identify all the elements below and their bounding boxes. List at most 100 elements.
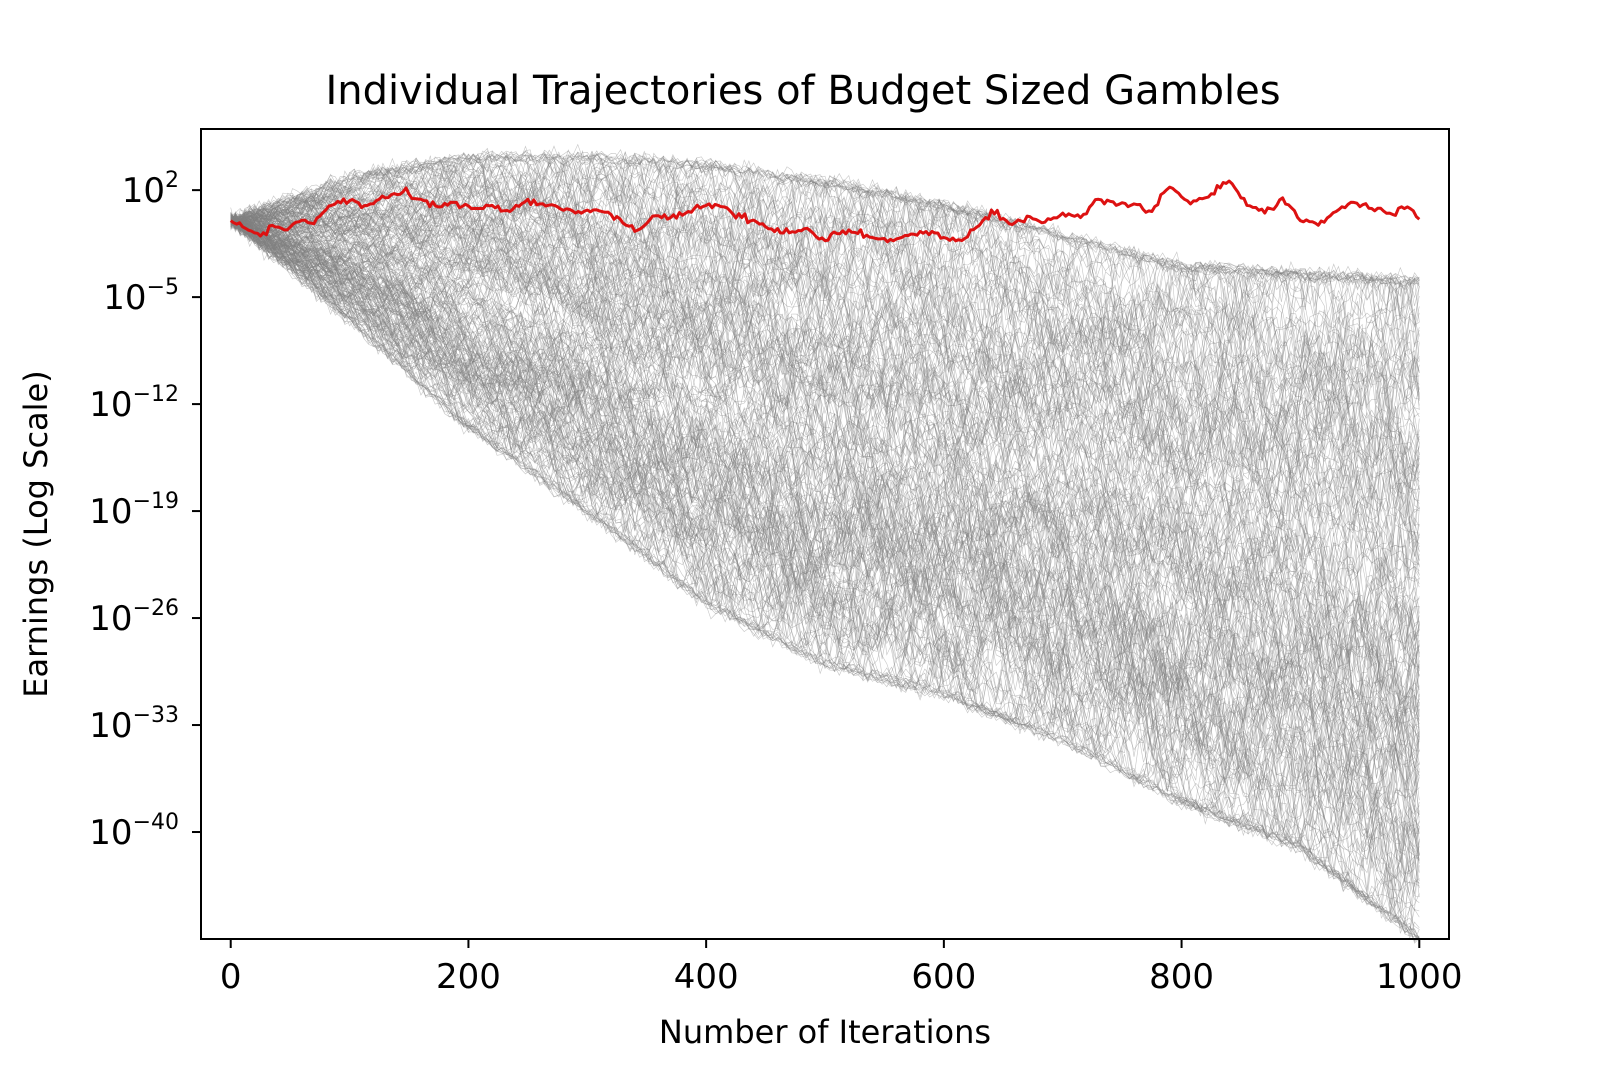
- trajectory-line: [230, 174, 1420, 509]
- trajectory-line: [230, 153, 1420, 384]
- trajectory-line: [230, 190, 1420, 451]
- trajectory-line: [230, 222, 1420, 892]
- trajectory-line: [230, 203, 1420, 487]
- trajectory-line: [230, 218, 1420, 797]
- trajectory-line: [230, 219, 1420, 860]
- trajectory-line: [230, 214, 1420, 602]
- trajectory-line: [230, 217, 1420, 746]
- trajectory-line: [230, 220, 1420, 845]
- trajectory-line: [230, 219, 1420, 777]
- y-tick-base: 10: [122, 171, 165, 211]
- trajectory-line: [230, 223, 1420, 878]
- trajectory-line: [230, 218, 1420, 713]
- trajectory-line: [230, 156, 1420, 402]
- trajectory-line: [230, 220, 1420, 647]
- trajectory-line: [230, 214, 1420, 937]
- trajectory-line: [230, 216, 1420, 571]
- plot-area: [229, 143, 1421, 944]
- trajectory-line: [230, 216, 1420, 671]
- trajectory-line: [230, 217, 1420, 891]
- trajectory-line: [230, 150, 1420, 378]
- trajectory-line: [230, 172, 1420, 494]
- y-tick-base: 10: [89, 385, 132, 425]
- trajectory-line: [230, 185, 1420, 471]
- trajectory-line: [230, 205, 1420, 540]
- trajectory-line: [230, 153, 1420, 314]
- trajectory-line: [230, 156, 1420, 468]
- trajectory-line: [230, 218, 1420, 700]
- trajectory-line: [230, 216, 1420, 884]
- trajectory-line: [230, 220, 1420, 942]
- x-tick-label: 200: [436, 957, 501, 997]
- trajectory-line: [230, 149, 1420, 394]
- trajectory-line: [230, 171, 1420, 512]
- trajectory-line: [230, 174, 1420, 454]
- trajectory-line: [230, 218, 1420, 711]
- trajectory-line: [230, 219, 1420, 773]
- trajectory-line: [230, 218, 1420, 808]
- trajectory-line: [230, 218, 1420, 895]
- trajectory-line: [230, 152, 1420, 392]
- trajectory-line: [230, 221, 1420, 863]
- trajectory-line: [230, 219, 1420, 847]
- trajectory-line: [230, 214, 1420, 623]
- trajectory-line: [230, 218, 1420, 658]
- trajectory-line: [230, 217, 1420, 821]
- trajectory-line: [230, 218, 1420, 768]
- trajectory-line: [230, 214, 1420, 557]
- trajectory-line: [230, 213, 1420, 939]
- trajectory-line: [230, 155, 1420, 482]
- trajectory-line: [230, 218, 1420, 867]
- trajectory-line: [230, 168, 1420, 490]
- trajectory-line: [230, 207, 1420, 940]
- trajectory-line: [230, 153, 1420, 389]
- trajectory-line: [230, 149, 1420, 455]
- trajectory-line: [230, 149, 1420, 354]
- trajectory-line: [230, 215, 1420, 688]
- trajectory-line: [230, 150, 1420, 400]
- trajectory-line: [230, 220, 1420, 767]
- y-tick-label: 10−12: [89, 382, 179, 425]
- trajectory-line: [230, 221, 1420, 701]
- trajectory-line: [230, 218, 1420, 628]
- trajectory-line: [230, 175, 1420, 444]
- trajectory-line: [230, 221, 1420, 709]
- trajectory-line: [230, 219, 1420, 768]
- trajectory-line: [230, 216, 1420, 860]
- trajectory-line: [230, 217, 1420, 940]
- trajectory-line: [230, 212, 1420, 644]
- trajectory-line: [230, 217, 1420, 939]
- trajectory-line: [230, 214, 1420, 666]
- trajectory-line: [230, 217, 1420, 781]
- trajectory-line: [230, 222, 1420, 904]
- trajectory-line: [230, 218, 1420, 748]
- trajectory-line: [230, 204, 1420, 603]
- trajectory-line: [230, 217, 1420, 766]
- trajectory-line: [230, 221, 1420, 745]
- trajectory-line: [230, 213, 1420, 898]
- trajectory-line: [230, 164, 1420, 490]
- trajectory-line: [230, 208, 1420, 637]
- trajectory-line: [230, 222, 1420, 912]
- trajectory-line: [230, 219, 1420, 897]
- x-tick-label: 1000: [1376, 957, 1463, 997]
- trajectory-line: [230, 220, 1420, 725]
- trajectory-line: [230, 219, 1420, 735]
- trajectory-line: [230, 195, 1420, 512]
- trajectory-line: [230, 220, 1420, 824]
- trajectory-line: [230, 217, 1420, 862]
- trajectory-line: [230, 156, 1420, 418]
- trajectory-line: [230, 220, 1420, 831]
- trajectory-line: [230, 213, 1420, 761]
- trajectory-line: [230, 220, 1420, 804]
- trajectory-line: [230, 201, 1420, 523]
- y-tick-exponent: −5: [147, 275, 179, 300]
- trajectory-line: [230, 220, 1420, 731]
- y-tick-label: 10−40: [89, 810, 179, 853]
- trajectory-line: [230, 200, 1420, 584]
- trajectory-line: [230, 218, 1420, 919]
- trajectory-line: [230, 216, 1420, 607]
- x-axis-label: Number of Iterations: [659, 1013, 991, 1051]
- y-tick-exponent: −33: [133, 703, 179, 728]
